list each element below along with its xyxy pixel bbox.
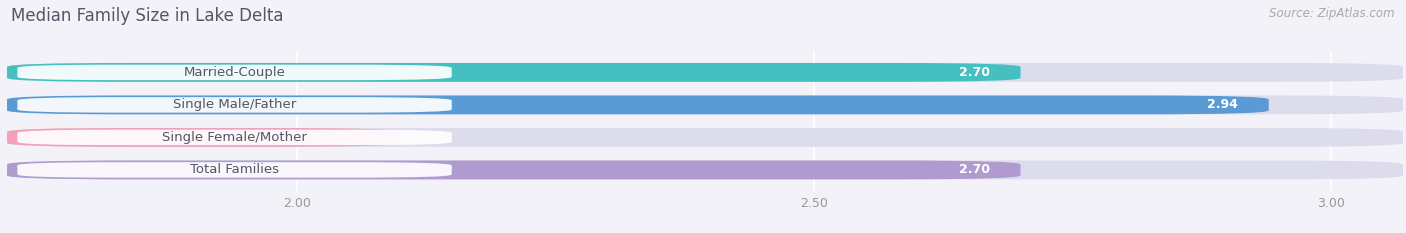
FancyBboxPatch shape	[17, 97, 451, 113]
Text: Single Female/Mother: Single Female/Mother	[162, 131, 307, 144]
FancyBboxPatch shape	[7, 128, 401, 147]
FancyBboxPatch shape	[7, 161, 1403, 179]
FancyBboxPatch shape	[17, 130, 451, 145]
Text: Total Families: Total Families	[190, 163, 278, 176]
Text: 2.94: 2.94	[1206, 98, 1237, 111]
Text: 2.70: 2.70	[959, 66, 990, 79]
Text: Median Family Size in Lake Delta: Median Family Size in Lake Delta	[11, 7, 284, 25]
Text: Source: ZipAtlas.com: Source: ZipAtlas.com	[1270, 7, 1395, 20]
FancyBboxPatch shape	[7, 96, 1268, 114]
FancyBboxPatch shape	[17, 162, 451, 178]
FancyBboxPatch shape	[7, 63, 1021, 82]
Text: Married-Couple: Married-Couple	[184, 66, 285, 79]
FancyBboxPatch shape	[7, 96, 1403, 114]
FancyBboxPatch shape	[7, 128, 1403, 147]
FancyBboxPatch shape	[7, 63, 1403, 82]
Text: Single Male/Father: Single Male/Father	[173, 98, 297, 111]
FancyBboxPatch shape	[7, 161, 1021, 179]
Text: 2.70: 2.70	[959, 163, 990, 176]
FancyBboxPatch shape	[17, 65, 451, 80]
